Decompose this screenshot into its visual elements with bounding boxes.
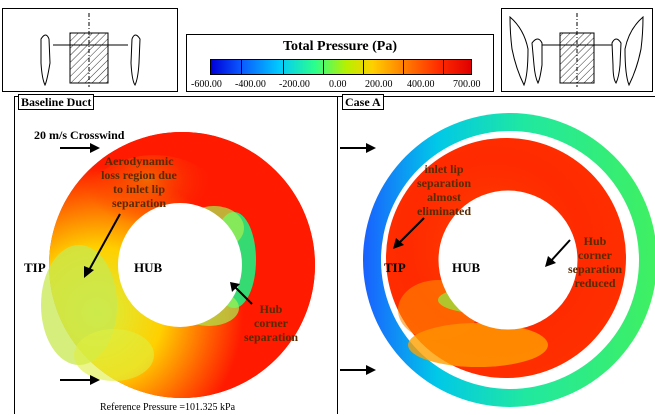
right-tip-label: TIP — [384, 260, 406, 275]
crosswind-arrow-right-top — [340, 143, 376, 153]
left-tip-label: TIP — [24, 260, 46, 275]
baseline-panel — [14, 96, 338, 414]
lip-eliminated-line-4: eliminated — [417, 204, 471, 218]
crosswind-arrow-right-bottom — [340, 365, 376, 375]
case-a-panel-title: Case A — [342, 94, 384, 110]
case-a-schematic — [501, 8, 653, 92]
colorbar-tick: 200.00 — [365, 79, 393, 90]
lip-loss-arrow — [84, 213, 121, 278]
baseline-pressure-contour — [41, 132, 315, 398]
lip-eliminated-annotation: inlet lip separation almost eliminated — [404, 162, 484, 218]
colorbar-gradient — [210, 59, 472, 75]
hub-corner-annotation: Hub corner separation — [236, 302, 306, 344]
crosswind-label: 20 m/s Crosswind — [34, 128, 125, 142]
hub-corner-arrow — [230, 282, 253, 305]
hub-reduced-line-2: corner — [578, 248, 612, 262]
hub-reduced-line-4: reduced — [574, 276, 616, 290]
hub-reduced-annotation: Hub corner separation reduced — [560, 234, 630, 290]
colorbar-tick: 700.00 — [453, 79, 481, 90]
colorbar-tick: -600.00 — [191, 79, 222, 90]
lip-eliminated-line-2: separation — [417, 176, 471, 190]
hub-reduced-line-3: separation — [568, 262, 622, 276]
reference-pressure: Reference Pressure =101.325 kPa — [100, 402, 236, 413]
hub-corner-line-2: corner — [254, 316, 288, 330]
left-hub-label: HUB — [134, 260, 163, 275]
colorbar-title: Total Pressure (Pa) — [282, 39, 398, 54]
lip-eliminated-arrow — [393, 217, 425, 249]
baseline-panel-title: Baseline Duct — [18, 94, 95, 110]
lip-eliminated-line-1: inlet lip — [424, 162, 464, 176]
hub-reduced-arrow — [545, 239, 571, 267]
lip-loss-line-2: loss region due — [101, 168, 177, 182]
hub-reduced-line-1: Hub — [583, 234, 607, 248]
colorbar-legend: Total Pressure (Pa) -600.00 -400.00 -200… — [186, 34, 494, 92]
colorbar-tick: -200.00 — [279, 79, 310, 90]
lip-loss-annotation: Aerodynamic loss region due to inlet lip… — [84, 154, 194, 210]
lip-loss-line-4: separation — [112, 196, 166, 210]
colorbar-tick: 400.00 — [407, 79, 435, 90]
baseline-duct-drawing — [40, 13, 141, 87]
case-a-duct-drawing — [509, 13, 644, 87]
crosswind-arrow-top — [60, 143, 100, 153]
case-a-panel — [338, 96, 655, 415]
baseline-schematic — [2, 8, 178, 92]
lip-loss-line-1: Aerodynamic — [104, 154, 174, 168]
crosswind-arrow-bottom — [60, 375, 100, 385]
hub-corner-line-1: Hub — [259, 302, 283, 316]
colorbar-tick: -400.00 — [235, 79, 266, 90]
right-hub-label: HUB — [452, 260, 481, 275]
case-a-pressure-contour — [363, 113, 655, 407]
hub-corner-line-3: separation — [244, 330, 298, 344]
lip-loss-line-3: to inlet lip — [112, 182, 165, 196]
colorbar-tick: 0.00 — [329, 79, 347, 90]
lip-eliminated-line-3: almost — [427, 190, 461, 204]
